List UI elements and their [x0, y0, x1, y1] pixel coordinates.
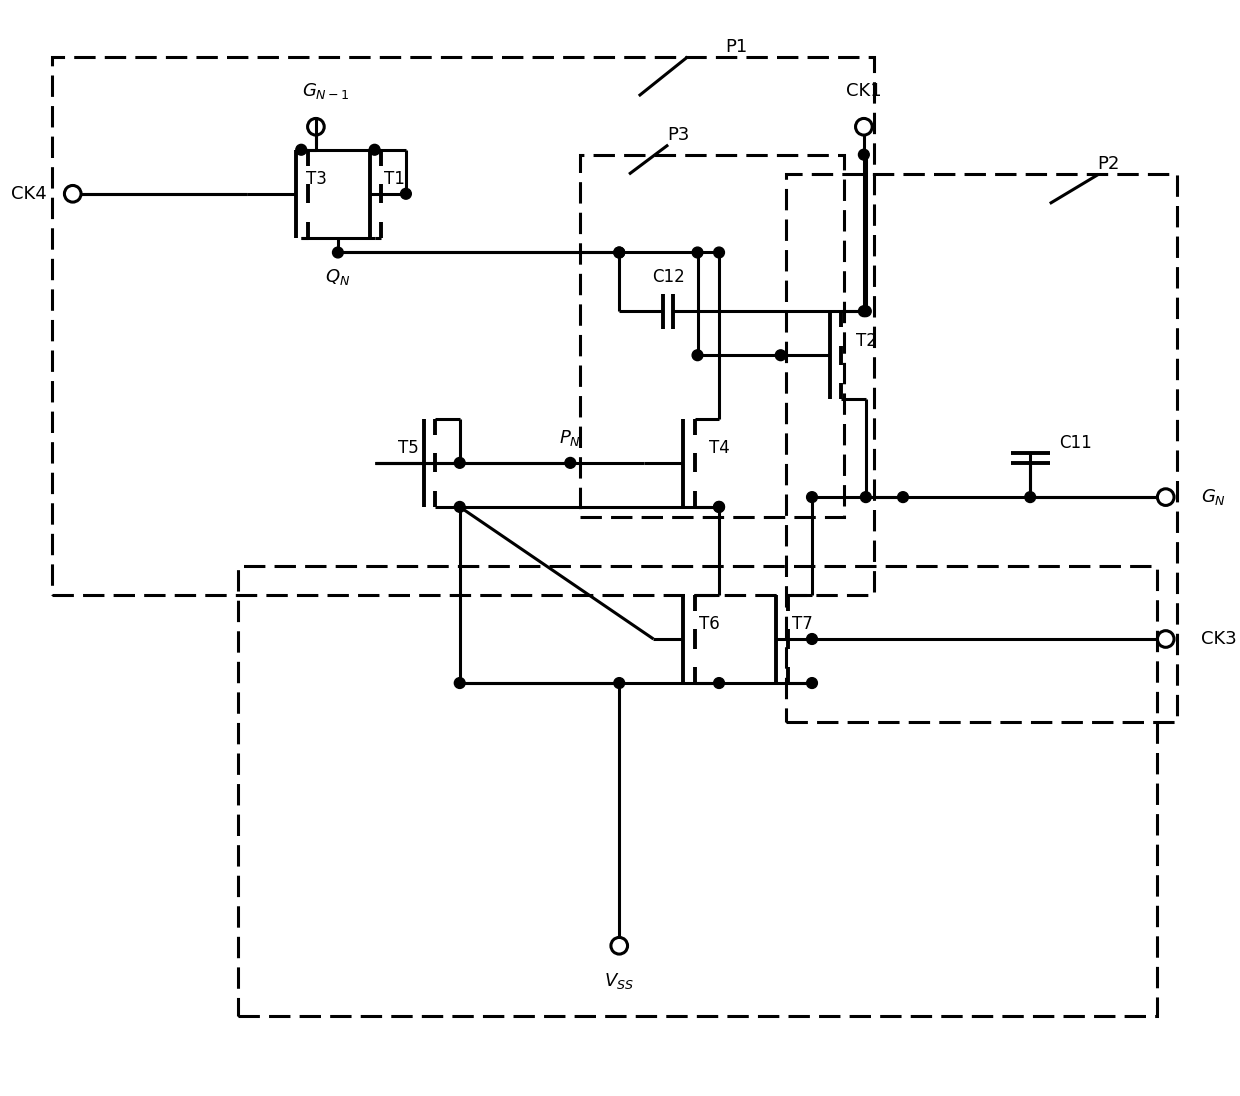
Circle shape — [714, 502, 724, 512]
Circle shape — [858, 306, 869, 317]
Circle shape — [861, 492, 872, 502]
Circle shape — [370, 145, 379, 156]
Text: P3: P3 — [667, 126, 689, 144]
Circle shape — [454, 677, 465, 688]
Circle shape — [614, 677, 625, 688]
Circle shape — [714, 247, 724, 258]
Text: P2: P2 — [1097, 156, 1120, 173]
Circle shape — [614, 247, 625, 258]
Circle shape — [1024, 492, 1035, 502]
Bar — [580, 155, 844, 516]
Circle shape — [692, 247, 703, 258]
Circle shape — [454, 457, 465, 468]
Text: T5: T5 — [398, 439, 419, 457]
Text: $Q_N$: $Q_N$ — [325, 267, 351, 287]
Text: T3: T3 — [306, 170, 327, 189]
Circle shape — [692, 350, 703, 361]
Circle shape — [401, 189, 412, 199]
Circle shape — [775, 350, 786, 361]
Text: T2: T2 — [856, 332, 877, 350]
Circle shape — [614, 247, 625, 258]
Bar — [238, 566, 1157, 1016]
Text: C11: C11 — [1059, 434, 1092, 453]
Text: T6: T6 — [699, 615, 720, 633]
Text: $G_{N-1}$: $G_{N-1}$ — [301, 81, 350, 101]
Circle shape — [806, 677, 817, 688]
Circle shape — [806, 633, 817, 644]
Circle shape — [454, 502, 465, 512]
Circle shape — [296, 145, 306, 156]
Text: P1: P1 — [725, 38, 748, 56]
Circle shape — [898, 492, 909, 502]
Text: $P_N$: $P_N$ — [559, 429, 582, 448]
Circle shape — [332, 247, 343, 258]
Text: CK3: CK3 — [1202, 630, 1238, 648]
Text: T7: T7 — [792, 615, 813, 633]
Circle shape — [806, 492, 817, 502]
Text: T4: T4 — [709, 439, 730, 457]
Circle shape — [565, 457, 575, 468]
Circle shape — [861, 306, 872, 317]
Text: CK1: CK1 — [846, 82, 882, 100]
Circle shape — [858, 149, 869, 160]
Text: CK4: CK4 — [11, 185, 47, 203]
Circle shape — [714, 502, 724, 512]
Text: T1: T1 — [384, 170, 405, 189]
Bar — [52, 57, 874, 595]
Bar — [786, 174, 1177, 722]
Text: C12: C12 — [652, 267, 684, 286]
Text: $V_{SS}$: $V_{SS}$ — [604, 971, 634, 992]
Circle shape — [714, 677, 724, 688]
Text: $G_N$: $G_N$ — [1202, 487, 1226, 507]
